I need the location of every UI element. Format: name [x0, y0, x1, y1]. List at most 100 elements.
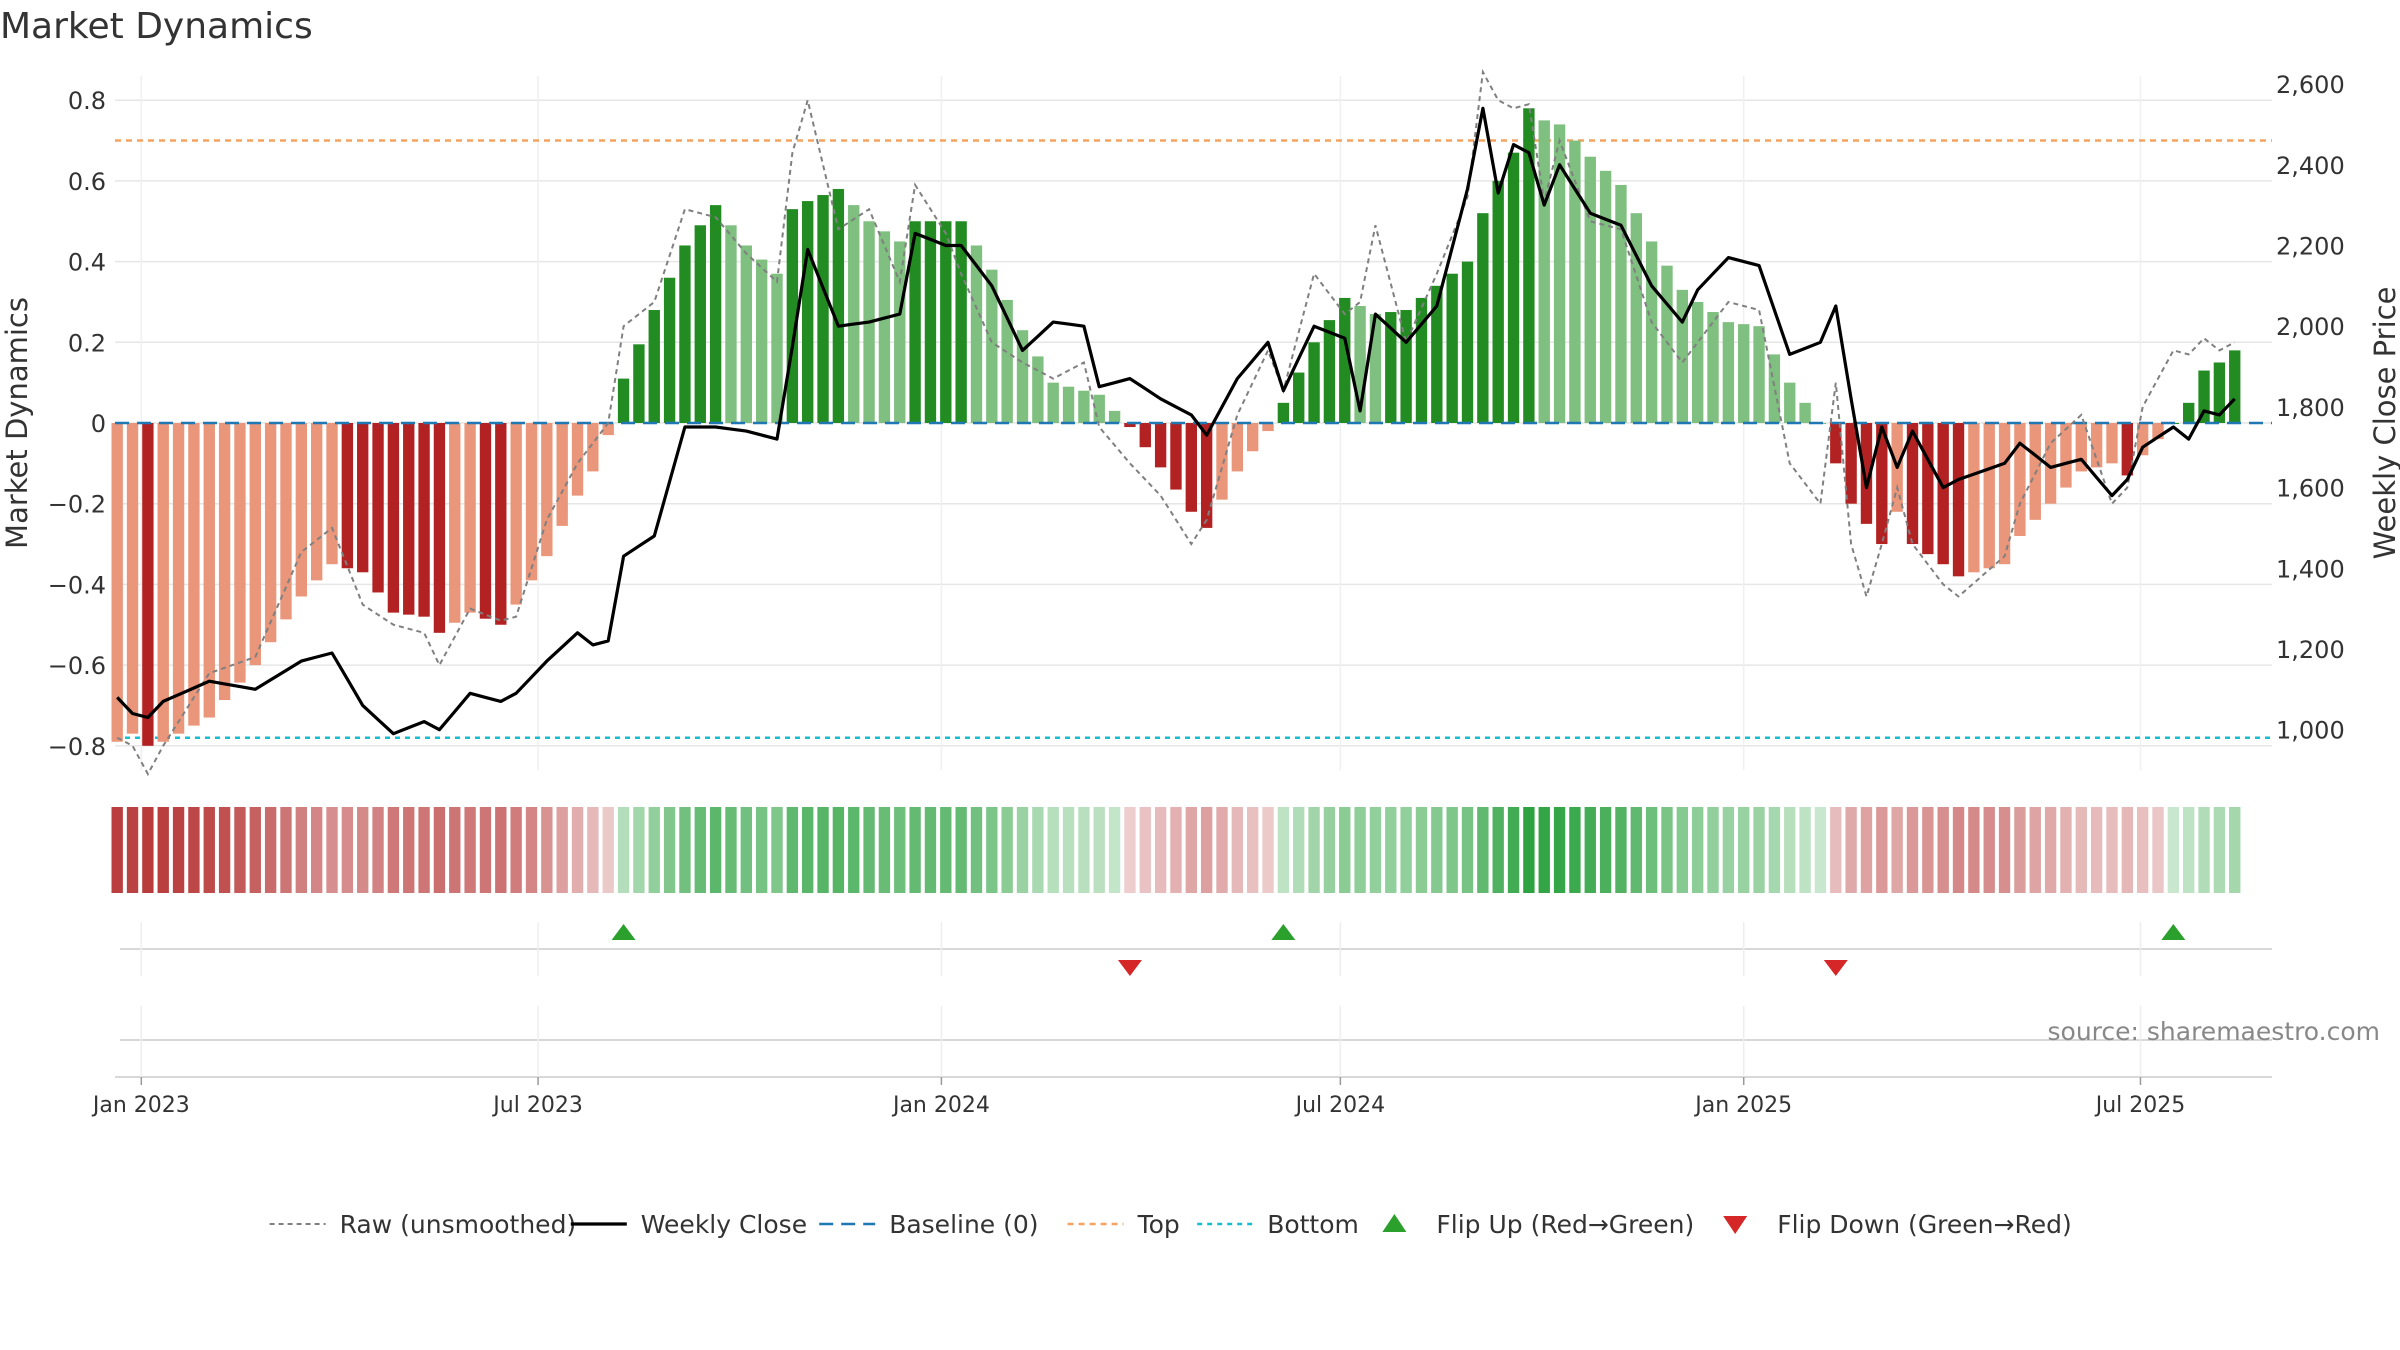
md-bar	[1016, 330, 1029, 423]
regime-strip-cell	[1599, 807, 1612, 893]
regime-strip-cell	[126, 807, 139, 893]
regime-strip-cell	[372, 807, 384, 893]
md-bar	[357, 423, 369, 573]
flip-up-marker	[611, 924, 636, 940]
md-bar	[464, 423, 476, 613]
md-bar	[1170, 423, 1182, 490]
md-bar	[1369, 314, 1382, 423]
legend-label: Bottom	[1267, 1210, 1359, 1239]
md-bar	[2213, 362, 2226, 423]
legend-item: Baseline (0)	[819, 1210, 1039, 1239]
md-bar	[556, 423, 568, 526]
y-tick-label: 0.8	[68, 87, 106, 115]
md-bar	[1937, 423, 1949, 565]
regime-strip-cell	[2198, 807, 2210, 893]
md-bar	[970, 245, 983, 423]
regime-strip-cell	[1983, 807, 1995, 893]
regime-strip	[111, 807, 2241, 893]
md-bar	[1108, 410, 1121, 423]
md-bar	[218, 423, 231, 701]
md-bar	[1922, 423, 1934, 555]
md-bar	[1293, 372, 1305, 423]
md-bar	[986, 269, 998, 423]
regime-strip-cell	[955, 807, 967, 893]
regime-strip-cell	[986, 807, 998, 893]
md-bar	[1952, 423, 1965, 577]
md-bar	[1906, 423, 1919, 545]
regime-strip-cell	[1139, 807, 1151, 893]
regime-strip-cell	[863, 807, 875, 893]
md-bar	[280, 423, 292, 620]
md-bar	[249, 423, 261, 666]
md-bar	[1308, 342, 1320, 423]
regime-strip-cell	[817, 807, 829, 893]
md-bar	[1753, 326, 1765, 423]
md-bar	[1738, 324, 1750, 423]
regime-strip-cell	[1569, 807, 1581, 893]
md-bar	[387, 423, 400, 613]
md-bar	[1339, 297, 1351, 423]
md-bar	[1431, 285, 1443, 423]
regime-strip-cell	[1814, 807, 1827, 893]
regime-strip-cell	[2106, 807, 2118, 893]
md-bar	[418, 423, 430, 617]
regime-strip-cell	[1876, 807, 1888, 893]
md-bar	[1139, 423, 1151, 448]
md-bar	[694, 225, 706, 423]
md-bar	[2106, 423, 2118, 464]
regime-strip-cell	[1108, 807, 1121, 893]
md-bar	[940, 221, 952, 423]
md-bar	[755, 259, 768, 423]
md-bar	[1983, 423, 1995, 569]
md-bar	[1093, 394, 1105, 423]
regime-strip-cell	[2014, 807, 2026, 893]
legend-item: Weekly Close	[570, 1210, 807, 1239]
x-tick-label: Jul 2025	[2094, 1093, 2186, 1118]
regime-strip-cell	[556, 807, 568, 893]
md-bar	[1538, 120, 1550, 423]
md-bar	[525, 423, 538, 581]
md-bar	[832, 188, 845, 423]
regime-strip-cell	[1047, 807, 1059, 893]
regime-strip-cell	[449, 807, 461, 893]
legend-item: Bottom	[1197, 1210, 1359, 1239]
legend-swatch-flip-down	[1723, 1216, 1748, 1234]
md-bar	[633, 344, 645, 423]
regime-strip-cell	[2029, 807, 2041, 893]
md-bar	[1247, 423, 1259, 452]
md-bar	[848, 205, 860, 423]
md-bar	[1001, 299, 1013, 423]
md-bar	[326, 423, 338, 565]
md-bar	[449, 423, 461, 623]
md-bar	[2229, 350, 2241, 423]
flip-up-marker	[1271, 924, 1296, 940]
regime-strip-cell	[2229, 807, 2241, 893]
md-bar	[894, 241, 906, 423]
regime-strip-cell	[1538, 807, 1550, 893]
y2-axis-label: Weekly Close Price	[2368, 287, 2400, 560]
regime-strip-cell	[218, 807, 231, 893]
regime-strip-cell	[1170, 807, 1182, 893]
main-plot-area	[111, 68, 2272, 777]
regime-strip-cell	[1277, 807, 1290, 893]
md-bar	[1354, 305, 1366, 423]
md-bar	[679, 245, 691, 423]
flip-down-marker	[1117, 960, 1142, 976]
md-bar	[648, 310, 660, 423]
regime-strip-cell	[1799, 807, 1811, 893]
regime-strip-cell	[541, 807, 553, 893]
regime-strip-cell	[1369, 807, 1382, 893]
y-tick-label: 0.2	[68, 329, 106, 357]
regime-strip-cell	[1676, 807, 1689, 893]
md-bar	[587, 423, 599, 472]
regime-strip-cell	[387, 807, 400, 893]
regime-strip-cell	[1293, 807, 1305, 893]
legend-label: Flip Down (Green→Red)	[1777, 1210, 2072, 1239]
regime-strip-cell	[510, 807, 522, 893]
regime-strip-cell	[2075, 807, 2087, 893]
md-bar	[2075, 423, 2087, 472]
regime-strip-cell	[1753, 807, 1765, 893]
md-bar	[433, 423, 446, 633]
regime-strip-cell	[1952, 807, 1965, 893]
